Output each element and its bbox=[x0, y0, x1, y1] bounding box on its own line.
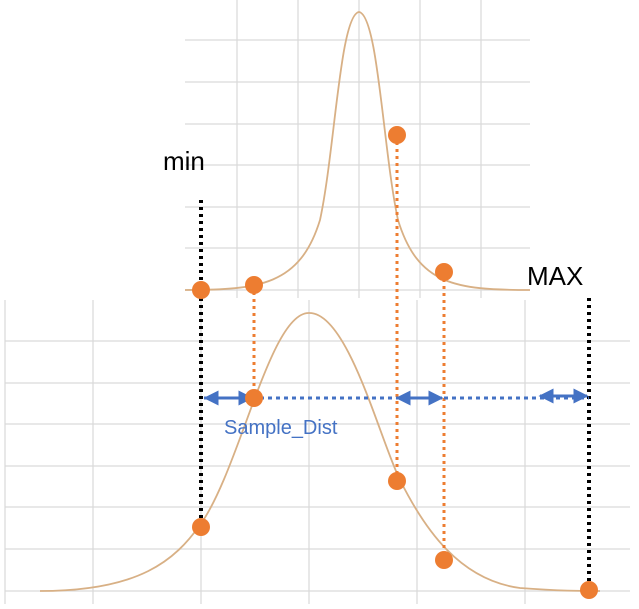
top-chart-grid bbox=[185, 0, 530, 298]
bottom-chart-grid bbox=[4, 300, 630, 604]
sample-point bbox=[192, 518, 210, 536]
sample-point bbox=[245, 389, 263, 407]
sample-point bbox=[245, 276, 263, 294]
sample-dist-arrows bbox=[203, 388, 589, 406]
sample-points bbox=[192, 126, 598, 599]
sample-dist-label: Sample_Dist bbox=[224, 417, 338, 439]
top-distribution-curve bbox=[184, 11, 531, 291]
min-label: min bbox=[163, 146, 205, 176]
sample-point bbox=[388, 126, 406, 144]
sample-point bbox=[388, 472, 406, 490]
sample-point bbox=[435, 551, 453, 569]
sample-point bbox=[435, 263, 453, 281]
projection-lines bbox=[252, 135, 446, 559]
sample-point bbox=[580, 581, 598, 599]
bottom-distribution-curve bbox=[39, 312, 601, 592]
max-label: MAX bbox=[527, 261, 583, 291]
sample-point bbox=[192, 281, 210, 299]
